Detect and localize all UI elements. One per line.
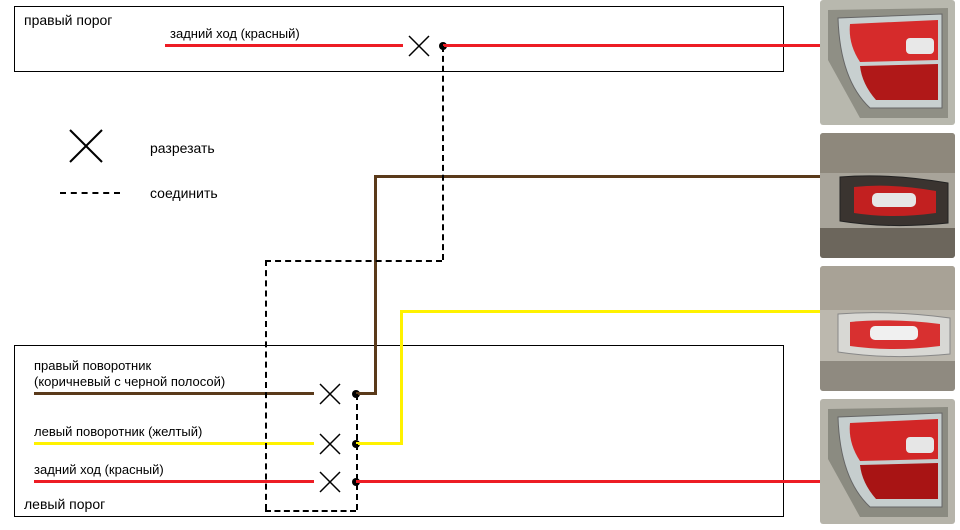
brown-label-line1: правый поворотник bbox=[34, 358, 151, 373]
bottom-red-right bbox=[356, 480, 820, 483]
brown-up bbox=[374, 175, 377, 395]
brown-right-b bbox=[374, 175, 820, 178]
yellow-label: левый поворотник (желтый) bbox=[34, 424, 202, 440]
top-red-cut-icon bbox=[407, 34, 431, 58]
top-red-left bbox=[165, 44, 403, 47]
brown-label-line2: (коричневый с черной полосой) bbox=[34, 374, 225, 389]
yellow-cut-icon bbox=[318, 432, 342, 456]
brown-cut-icon bbox=[318, 382, 342, 406]
bottom-red-label: задний ход (красный) bbox=[34, 462, 164, 478]
taillight-3 bbox=[820, 266, 955, 391]
yellow-right-a bbox=[356, 442, 402, 445]
top-red-right bbox=[443, 44, 820, 47]
yellow-right-b bbox=[400, 310, 820, 313]
taillight-4 bbox=[820, 399, 955, 524]
taillight-2 bbox=[820, 133, 955, 258]
legend-cut-icon bbox=[68, 128, 104, 164]
bottom-red-left bbox=[34, 480, 314, 483]
bottom-red-cut-icon bbox=[318, 470, 342, 494]
dash-4 bbox=[265, 510, 356, 512]
brown-left bbox=[34, 392, 314, 395]
legend-join-label: соединить bbox=[150, 185, 218, 201]
legend-cut-label: разрезать bbox=[150, 140, 215, 156]
yellow-up bbox=[400, 310, 403, 445]
top-box bbox=[14, 6, 784, 72]
dash-1 bbox=[442, 46, 444, 260]
top-box-label: правый порог bbox=[24, 12, 112, 28]
dash-3 bbox=[265, 260, 267, 510]
top-red-label: задний ход (красный) bbox=[170, 26, 300, 42]
bottom-box-label: левый порог bbox=[24, 496, 105, 512]
brown-right-a bbox=[356, 392, 376, 395]
brown-label: правый поворотник (коричневый с черной п… bbox=[34, 358, 225, 389]
taillight-1 bbox=[820, 0, 955, 125]
yellow-left bbox=[34, 442, 314, 445]
legend-join-icon bbox=[60, 192, 120, 194]
diagram-root: правый порог левый порог разрезать соеди… bbox=[0, 0, 960, 530]
dash-2 bbox=[265, 260, 442, 262]
dash-5 bbox=[356, 394, 358, 510]
